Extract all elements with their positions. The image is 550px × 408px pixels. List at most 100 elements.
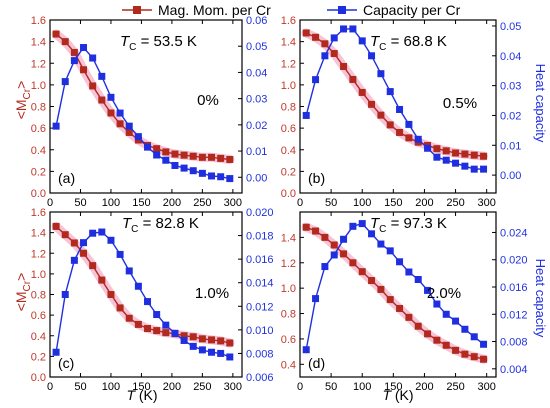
mag-data-point bbox=[349, 75, 357, 83]
mag-data-point bbox=[198, 335, 206, 343]
right-y-tick-label: 0.00 bbox=[500, 170, 521, 182]
x-tick-label: 150 bbox=[384, 197, 402, 209]
cap-data-point bbox=[340, 25, 348, 33]
right-y-tick-label: 0.008 bbox=[500, 337, 528, 349]
mag-data-point bbox=[107, 291, 115, 298]
cap-data-point bbox=[480, 340, 488, 348]
tc-annotation: TC = 82.8 K bbox=[122, 215, 199, 235]
left-y-tick-label: 1.2 bbox=[31, 58, 46, 70]
cap-data-point bbox=[217, 173, 225, 181]
cap-data-point bbox=[368, 52, 376, 60]
cap-data-point bbox=[116, 109, 124, 117]
mag-data-point bbox=[217, 337, 225, 345]
cap-data-point bbox=[189, 167, 197, 175]
left-y-tick-label: 1.6 bbox=[31, 207, 46, 219]
right-y-tick-label: 0.012 bbox=[500, 309, 528, 321]
x-tick-label: 200 bbox=[163, 197, 181, 209]
x-tick-label: 50 bbox=[325, 197, 337, 209]
mag-data-point bbox=[89, 262, 97, 270]
legend-cap-marker bbox=[338, 6, 346, 14]
cap-data-point bbox=[349, 25, 357, 33]
mag-data-point bbox=[340, 250, 348, 258]
cap-data-point bbox=[61, 78, 69, 86]
left-ylabel-top: <MCr> bbox=[13, 81, 33, 120]
mag-data-point bbox=[433, 145, 441, 153]
left-y-tick-label: 0.2 bbox=[281, 166, 296, 178]
mag-data-point bbox=[349, 259, 357, 267]
left-y-tick-label: 0.0 bbox=[281, 188, 296, 200]
legend-mag-label: Mag. Mom. per Cr bbox=[158, 2, 271, 18]
mag-data-point bbox=[70, 48, 78, 56]
x-tick-label: 250 bbox=[193, 381, 211, 393]
x-tick-label: 150 bbox=[384, 381, 402, 393]
left-y-tick-label: 0.8 bbox=[31, 102, 46, 114]
cap-data-point bbox=[116, 250, 124, 258]
cap-data-point bbox=[442, 156, 450, 164]
cap-data-point bbox=[89, 229, 97, 237]
cap-data-point bbox=[358, 220, 366, 228]
left-y-tick-label: 1.2 bbox=[31, 248, 46, 260]
cap-data-point bbox=[171, 329, 179, 337]
mag-data-point bbox=[162, 148, 170, 156]
x-tick-label: 100 bbox=[353, 381, 371, 393]
tc-annotation: TC = 68.8 K bbox=[370, 33, 447, 53]
cap-data-point bbox=[80, 239, 88, 247]
left-y-tick-label: 0.6 bbox=[281, 334, 296, 346]
left-y-tick-label: 0.4 bbox=[281, 359, 296, 371]
legend-mag-marker bbox=[133, 6, 141, 14]
tc-annotation: TC = 97.3 K bbox=[370, 215, 447, 235]
cap-data-point bbox=[98, 72, 106, 80]
mag-data-point bbox=[61, 38, 69, 46]
cap-data-point bbox=[452, 317, 460, 325]
doping-label: 1.0% bbox=[195, 285, 229, 302]
cap-data-point bbox=[414, 135, 422, 143]
cap-data-point bbox=[424, 144, 432, 152]
cap-data-point bbox=[312, 76, 320, 84]
cap-data-point bbox=[125, 267, 133, 275]
mag-data-point bbox=[321, 40, 329, 48]
left-y-tick-label: 0.8 bbox=[281, 102, 296, 114]
left-y-tick-label: 1.4 bbox=[281, 37, 296, 49]
x-tick-label: 300 bbox=[224, 381, 242, 393]
mag-data-point bbox=[480, 152, 488, 160]
cap-data-point bbox=[433, 153, 441, 161]
x-tick-label: 0 bbox=[297, 381, 303, 393]
mag-data-point bbox=[358, 88, 366, 96]
right-y-tick-label: 0.010 bbox=[246, 325, 274, 337]
cap-data-point bbox=[405, 268, 413, 276]
mag-data-point bbox=[461, 350, 469, 358]
mag-data-point bbox=[116, 304, 124, 312]
right-y-tick-label: 0.014 bbox=[246, 278, 274, 290]
left-y-tick-label: 1.4 bbox=[281, 232, 296, 244]
panel-3: 0 50 100 150 200 250 300 0.0 0.2 0.4 0.6 0.8 1.0 1.2 1… bbox=[31, 207, 274, 393]
mag-data-point bbox=[452, 346, 460, 354]
panel-2: 0 50 100 150 200 250 300 0.0 0.2 0.4 0.6 0.8 1.0 1.2 1… bbox=[281, 15, 522, 209]
doping-label: 2.0% bbox=[427, 285, 461, 302]
left-y-tick-label: 0.8 bbox=[281, 309, 296, 321]
mag-data-point bbox=[302, 29, 310, 37]
cap-data-point bbox=[226, 353, 234, 361]
right-y-tick-label: 0.020 bbox=[500, 255, 528, 267]
tc-annotation: TC = 53.5 K bbox=[120, 33, 197, 53]
left-y-tick-label: 1.2 bbox=[281, 258, 296, 270]
mag-data-point bbox=[80, 66, 88, 74]
mag-data-point bbox=[414, 322, 422, 330]
right-y-tick-label: 0.004 bbox=[500, 364, 528, 376]
x-tick-label: 150 bbox=[132, 381, 150, 393]
legend-cap-label: Capacity per Cr bbox=[363, 2, 461, 18]
mag-data-point bbox=[442, 341, 450, 349]
cap-data-point bbox=[162, 321, 170, 329]
mag-data-point bbox=[171, 150, 179, 158]
left-ylabel-bottom: <MCr> bbox=[13, 273, 33, 312]
mag-data-point bbox=[61, 231, 69, 239]
mag-data-point bbox=[386, 121, 394, 129]
right-y-tick-label: 0.008 bbox=[246, 348, 274, 360]
x-tick-label: 300 bbox=[224, 197, 242, 209]
left-y-tick-label: 1.0 bbox=[31, 269, 46, 281]
mag-data-point bbox=[217, 154, 225, 162]
mag-data-point bbox=[358, 268, 366, 276]
mag-data-point bbox=[405, 313, 413, 321]
mag-data-point bbox=[433, 336, 441, 344]
x-tick-label: 200 bbox=[415, 197, 433, 209]
